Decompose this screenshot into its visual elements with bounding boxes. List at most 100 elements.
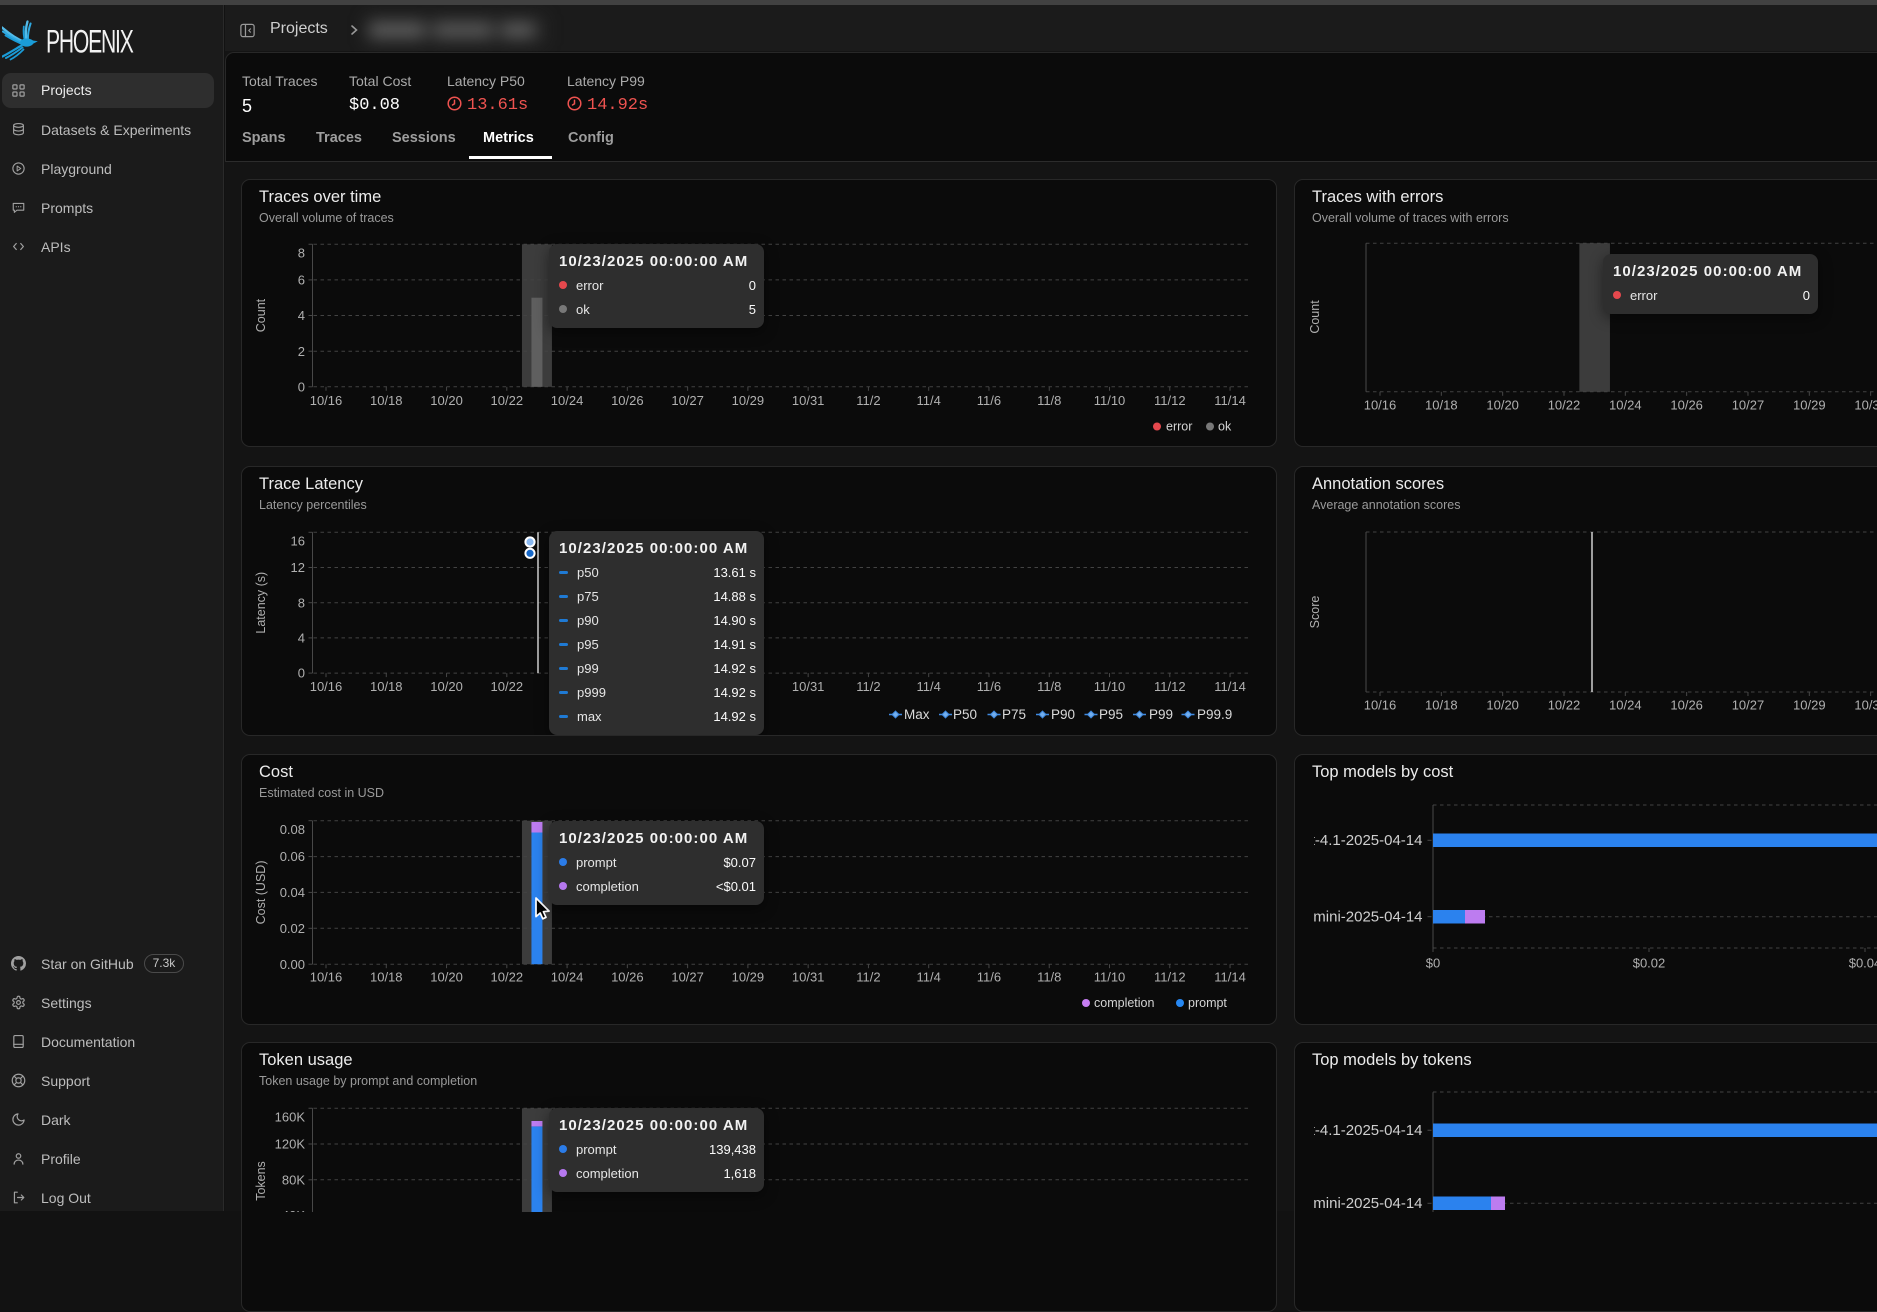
svg-text:ok: ok (1218, 420, 1232, 434)
svg-text:11/10: 11/10 (1094, 970, 1126, 985)
svg-text:gpt-4.1-mini-2025-04-14: gpt-4.1-mini-2025-04-14 (1295, 909, 1423, 926)
svg-text:11/12: 11/12 (1154, 970, 1186, 985)
svg-text:10/20: 10/20 (430, 970, 463, 985)
svg-text:Max: Max (904, 707, 930, 722)
svg-text:10/31: 10/31 (792, 679, 825, 694)
svg-text:120K: 120K (275, 1137, 306, 1152)
svg-text:prompt: prompt (1188, 996, 1227, 1010)
svg-text:10/16: 10/16 (310, 970, 343, 985)
svg-text:completion: completion (1094, 996, 1154, 1010)
svg-text:10/26: 10/26 (1670, 398, 1703, 413)
svg-text:10/18: 10/18 (370, 393, 403, 408)
svg-text:10/24: 10/24 (551, 970, 584, 985)
svg-text:10/24: 10/24 (1609, 698, 1642, 713)
svg-text:11/10: 11/10 (1094, 393, 1126, 408)
svg-text:10/24: 10/24 (551, 393, 584, 408)
svg-text:10/16: 10/16 (1364, 698, 1397, 713)
svg-text:10/31: 10/31 (792, 970, 825, 985)
svg-text:P99: P99 (1149, 707, 1173, 722)
svg-text:error: error (1166, 420, 1192, 434)
svg-text:11/8: 11/8 (1037, 679, 1061, 694)
svg-text:0.00: 0.00 (280, 957, 305, 972)
svg-text:10/16: 10/16 (310, 393, 343, 408)
svg-text:16: 16 (291, 534, 305, 549)
svg-text:P90: P90 (1051, 707, 1075, 722)
svg-text:10/22: 10/22 (1548, 398, 1581, 413)
svg-text:11/6: 11/6 (977, 970, 1001, 985)
svg-text:10/22: 10/22 (491, 679, 524, 694)
svg-text:10/27: 10/27 (1732, 398, 1765, 413)
svg-text:10/22: 10/22 (491, 970, 524, 985)
svg-text:10/26: 10/26 (611, 393, 644, 408)
svg-text:11/2: 11/2 (856, 679, 880, 694)
svg-text:0.06: 0.06 (280, 849, 305, 864)
svg-text:10/16: 10/16 (1364, 398, 1397, 413)
svg-text:4: 4 (298, 308, 305, 323)
svg-text:0: 0 (298, 666, 305, 681)
svg-text:gpt-4.1-mini-2025-04-14: gpt-4.1-mini-2025-04-14 (1295, 1195, 1423, 1212)
svg-text:Cost (USD): Cost (USD) (254, 860, 268, 924)
svg-text:0.02: 0.02 (280, 921, 305, 936)
svg-text:$0.02: $0.02 (1633, 956, 1666, 971)
svg-text:10/27: 10/27 (671, 970, 704, 985)
svg-text:gpt-4.1-2025-04-14: gpt-4.1-2025-04-14 (1295, 1122, 1423, 1139)
svg-text:11/14: 11/14 (1214, 393, 1246, 408)
svg-text:11/6: 11/6 (977, 393, 1001, 408)
svg-text:11/14: 11/14 (1214, 679, 1246, 694)
svg-text:10/18: 10/18 (370, 970, 403, 985)
svg-text:Count: Count (254, 298, 268, 332)
svg-text:10/24: 10/24 (1609, 398, 1642, 413)
svg-text:6: 6 (298, 273, 305, 288)
svg-text:10/29: 10/29 (1793, 398, 1826, 413)
svg-text:10/29: 10/29 (1793, 698, 1826, 713)
svg-text:0.04: 0.04 (280, 885, 305, 900)
svg-text:11/4: 11/4 (917, 679, 941, 694)
svg-text:Latency (s): Latency (s) (254, 572, 268, 634)
svg-text:10/18: 10/18 (1425, 398, 1458, 413)
svg-text:10/31: 10/31 (1854, 698, 1877, 713)
svg-text:10/20: 10/20 (430, 679, 463, 694)
svg-text:Tokens: Tokens (254, 1161, 268, 1201)
svg-text:10/22: 10/22 (1548, 698, 1581, 713)
svg-text:2: 2 (298, 344, 305, 359)
svg-text:10/26: 10/26 (611, 970, 644, 985)
svg-text:10/27: 10/27 (671, 393, 704, 408)
svg-text:10/16: 10/16 (310, 679, 343, 694)
svg-text:10/20: 10/20 (430, 393, 463, 408)
svg-text:160K: 160K (275, 1110, 306, 1125)
svg-text:12: 12 (291, 560, 305, 575)
svg-text:10/22: 10/22 (491, 393, 524, 408)
svg-text:10/18: 10/18 (370, 679, 403, 694)
svg-text:$0: $0 (1426, 956, 1440, 971)
svg-text:Count: Count (1308, 300, 1322, 334)
svg-text:P99.9: P99.9 (1197, 707, 1232, 722)
svg-text:4: 4 (298, 631, 305, 646)
svg-text:10/31: 10/31 (792, 393, 825, 408)
svg-text:11/12: 11/12 (1154, 679, 1186, 694)
svg-text:P75: P75 (1002, 707, 1026, 722)
svg-text:10/29: 10/29 (732, 393, 765, 408)
svg-text:10/27: 10/27 (1732, 698, 1765, 713)
svg-text:11/4: 11/4 (917, 970, 941, 985)
svg-text:10/20: 10/20 (1486, 698, 1519, 713)
svg-text:0.08: 0.08 (280, 822, 305, 837)
svg-text:40K: 40K (282, 1208, 305, 1212)
svg-text:11/8: 11/8 (1037, 393, 1061, 408)
svg-text:P50: P50 (953, 707, 977, 722)
svg-text:10/20: 10/20 (1486, 398, 1519, 413)
svg-text:10/31: 10/31 (1854, 398, 1877, 413)
svg-text:11/10: 11/10 (1094, 679, 1126, 694)
svg-text:11/2: 11/2 (856, 970, 880, 985)
svg-text:10/18: 10/18 (1425, 698, 1458, 713)
svg-text:11/4: 11/4 (917, 393, 941, 408)
svg-text:P95: P95 (1099, 707, 1123, 722)
svg-text:11/2: 11/2 (856, 393, 880, 408)
svg-text:PHOENIX: PHOENIX (46, 23, 136, 60)
svg-text:11/6: 11/6 (977, 679, 1001, 694)
svg-text:11/12: 11/12 (1154, 393, 1186, 408)
svg-text:11/14: 11/14 (1214, 970, 1246, 985)
svg-text:Score: Score (1308, 596, 1322, 629)
svg-text:10/26: 10/26 (1670, 698, 1703, 713)
svg-text:80K: 80K (282, 1172, 305, 1187)
svg-text:0: 0 (298, 379, 305, 394)
